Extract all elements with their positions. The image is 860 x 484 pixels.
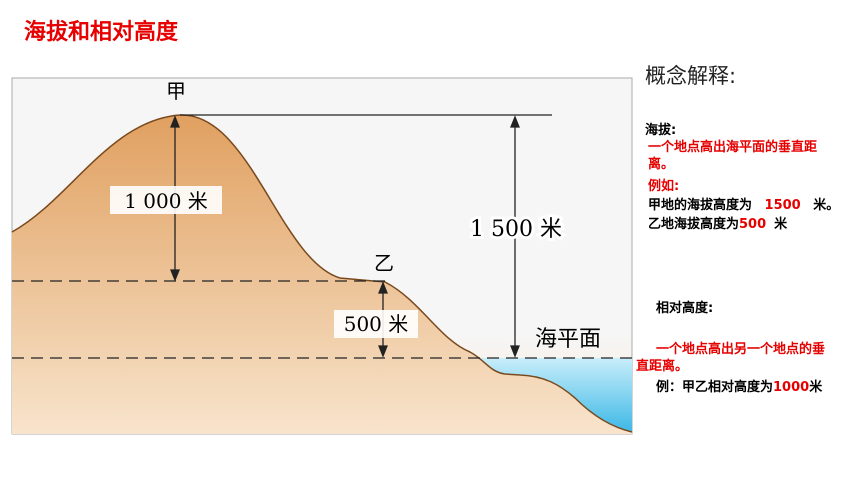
example-intro: 例如:: [648, 179, 680, 194]
unit: 米。: [813, 198, 840, 213]
coast: [11, 114, 633, 433]
peak-altitude: 1 500 米: [470, 217, 562, 242]
altitude-definition: 一个地点高出海平面的垂直距离。: [648, 140, 818, 172]
saddle-relative: 500 米: [344, 312, 409, 336]
notes-heading: 概念解释:: [645, 64, 737, 88]
relative-example: 例：甲乙相对高度为1000米: [656, 379, 822, 396]
diagram: 甲 1 000 米 乙 1 500 米 1 500 米 500 米 海平面: [11, 77, 633, 435]
relative-definition: 一个地点高出另一个地点的垂直距离。: [636, 342, 826, 374]
relative-term: 相对高度:: [656, 301, 714, 316]
unit: 米: [809, 380, 823, 395]
example-line: 甲地的海拔高度为 1500 米。: [648, 197, 839, 214]
title: 海拔和相对高度: [24, 20, 179, 45]
peak-altitude-halo: 1 500 米: [470, 217, 562, 242]
unit: 米: [774, 217, 788, 232]
saddle-label: 乙: [374, 251, 394, 275]
value: 1000: [773, 380, 810, 395]
sea-level-label: 海平面: [535, 327, 601, 352]
altitude-term: 海拔:: [645, 123, 677, 138]
text: 乙地海拔高度为: [648, 217, 740, 232]
text: 甲地的海拔高度为: [648, 198, 753, 213]
example-line: 乙地海拔高度为500 米: [648, 216, 787, 233]
value: 500: [739, 217, 767, 232]
value: 1500: [764, 198, 801, 213]
peak-relative: 1 000 米: [124, 189, 208, 213]
peak-label: 甲: [166, 79, 186, 103]
text: 例：甲乙相对高度为: [656, 380, 774, 395]
